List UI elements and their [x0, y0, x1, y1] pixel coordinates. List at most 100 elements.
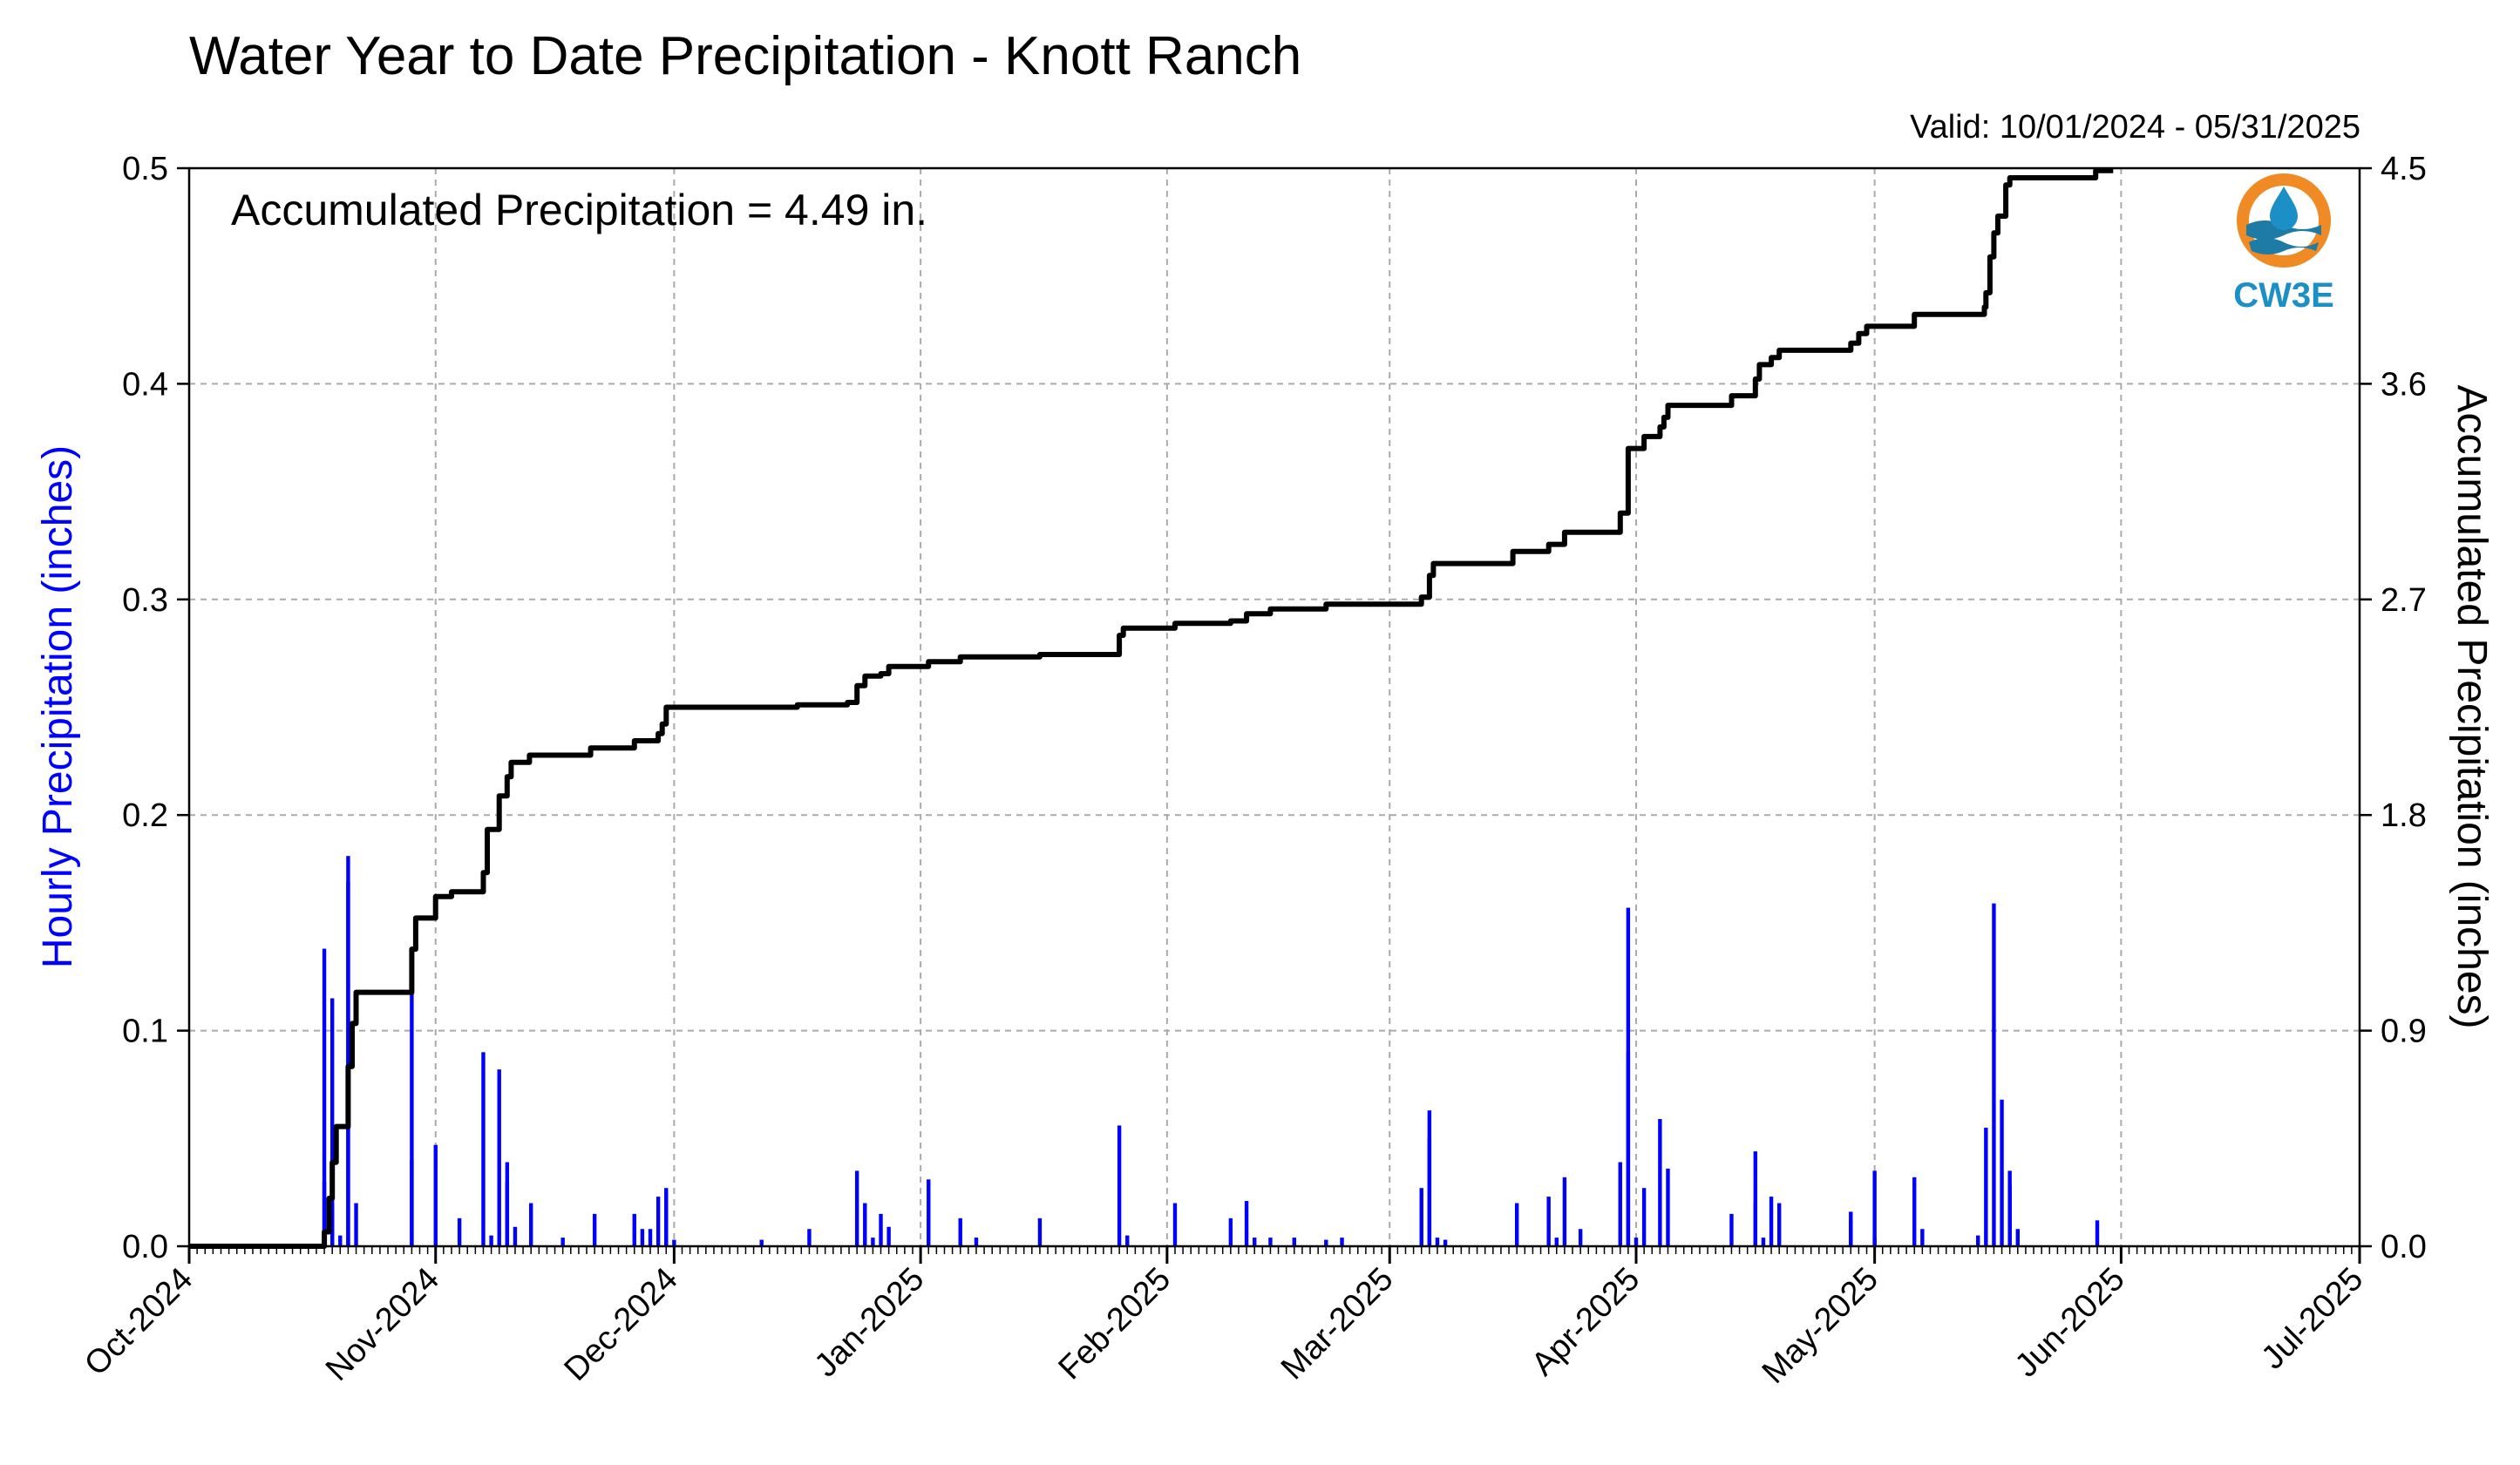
logo-text: CW3E	[2233, 276, 2334, 315]
hourly-precip-bar	[2095, 1220, 2100, 1246]
hourly-precip-bar	[1769, 1197, 1774, 1246]
hourly-precip-bar	[974, 1238, 979, 1246]
accumulated-precipitation-line	[189, 167, 2114, 1249]
hourly-precipitation-bars	[322, 856, 2100, 1246]
hourly-precip-bar	[1729, 1213, 1734, 1246]
hourly-precip-bar	[1984, 1127, 1988, 1246]
hourly-precip-bar	[871, 1238, 875, 1246]
hourly-precip-bar	[1443, 1239, 1448, 1246]
hourly-precip-bar	[886, 1226, 891, 1246]
y-tick-label-right: 4.5	[2381, 151, 2427, 187]
hourly-precip-bar	[1872, 1170, 1877, 1246]
hourly-precip-bar	[664, 1192, 669, 1246]
hourly-precip-bar	[1753, 1151, 1758, 1246]
logo-waves-icon	[2246, 220, 2321, 254]
hourly-precip-bar	[1228, 1217, 1233, 1246]
y-tick-label-left: 0.0	[122, 1229, 168, 1265]
y-axis-label-left: Hourly Precipitation (inches)	[35, 445, 81, 968]
hourly-precip-bar	[1268, 1238, 1273, 1246]
chart-title: Water Year to Date Precipitation - Knott…	[189, 26, 1301, 86]
valid-range-label: Valid: 10/01/2024 - 05/31/2025	[1910, 109, 2360, 146]
hourly-precip-bar	[1244, 1201, 1249, 1246]
hourly-precip-bar	[322, 948, 327, 1246]
logo-drop-icon	[2270, 187, 2298, 230]
hourly-precip-bar	[513, 1226, 518, 1246]
hourly-precip-bar	[1666, 1168, 1670, 1246]
hourly-precip-bar	[1992, 903, 1996, 1246]
hourly-precip-bar	[1849, 1220, 1853, 1246]
hourly-precip-bar	[879, 1213, 883, 1246]
hourly-precip-bar	[410, 987, 414, 1246]
hourly-precip-bar	[759, 1239, 764, 1246]
hourly-precip-bar	[1427, 1138, 1432, 1246]
accumulated-total-annotation: Accumulated Precipitation = 4.49 in.	[231, 186, 927, 234]
hourly-precip-bar	[354, 1203, 358, 1246]
hourly-precip-bar	[1634, 1238, 1639, 1246]
hourly-precip-bar	[2015, 1229, 2021, 1246]
hourly-precip-bar	[1125, 1235, 1130, 1246]
hourly-precip-bar	[1920, 1229, 1925, 1246]
hourly-precip-bar	[1626, 1052, 1631, 1246]
hourly-precip-bar	[329, 998, 335, 1246]
y-tick-label-right: 0.0	[2381, 1229, 2427, 1265]
hourly-precip-bar	[346, 856, 350, 1246]
hourly-precip-bar	[958, 1217, 962, 1246]
hourly-precip-bar	[1172, 1203, 1178, 1246]
y-tick-label-left: 0.4	[122, 366, 168, 403]
axis-ticks	[177, 166, 2372, 1264]
hourly-precip-bar	[1776, 1203, 1782, 1246]
hourly-precip-bar	[497, 1069, 501, 1246]
hourly-precip-bar	[329, 1203, 335, 1246]
hourly-precip-bar	[592, 1213, 597, 1246]
hourly-precip-bar	[433, 1144, 438, 1246]
hourly-precip-bar	[640, 1229, 645, 1246]
hourly-precip-bar	[1554, 1238, 1559, 1246]
hourly-precip-bar	[1324, 1239, 1328, 1246]
y-tick-label-right: 0.9	[2381, 1014, 2427, 1050]
hourly-precip-bar	[927, 1179, 931, 1246]
hourly-precip-bar	[1546, 1197, 1551, 1246]
hourly-precip-bar	[1419, 1188, 1423, 1246]
y-tick-label-right: 2.7	[2381, 582, 2427, 619]
hourly-precip-bar	[1618, 1162, 1622, 1246]
hourly-precip-bar	[410, 1160, 414, 1246]
hourly-precip-bar	[648, 1229, 653, 1246]
hourly-precip-bar	[1641, 1188, 1647, 1246]
hourly-precip-bar	[1753, 1203, 1758, 1246]
cw3e-logo: CW3E	[2233, 173, 2334, 315]
y-axis-label-right: Accumulated Precipitation (inches)	[2449, 384, 2495, 1028]
hourly-precip-bar	[1117, 1125, 1122, 1246]
hourly-precip-bar	[338, 1235, 343, 1246]
hourly-precip-bar	[2007, 1185, 2012, 1246]
hourly-precip-bar	[457, 1217, 462, 1246]
hourly-precip-bar	[632, 1213, 636, 1246]
hourly-precip-bar	[672, 1239, 676, 1246]
hourly-precip-bar	[807, 1229, 812, 1246]
hourly-precip-bar	[1514, 1203, 1519, 1246]
y-tick-label-left: 0.3	[122, 582, 168, 619]
plot-frame	[187, 166, 2361, 1248]
hourly-precip-bar	[481, 1052, 486, 1246]
hourly-precip-bar	[1435, 1238, 1440, 1246]
y-tick-label-left: 0.2	[122, 797, 168, 834]
hourly-precip-bar	[560, 1238, 565, 1246]
hourly-precip-bar	[1037, 1217, 1043, 1246]
y-tick-label-right: 1.8	[2381, 797, 2427, 834]
y-tick-label-right: 3.6	[2381, 366, 2427, 403]
hourly-precip-bar	[1975, 1235, 1980, 1246]
logo-ring-icon	[2237, 173, 2331, 268]
hourly-precip-bar	[854, 1170, 859, 1246]
hourly-precip-bar	[1562, 1177, 1567, 1246]
hourly-precip-bar	[1578, 1229, 1583, 1246]
hourly-precip-bar	[863, 1203, 867, 1246]
hourly-precip-bar	[655, 1197, 661, 1246]
hourly-precip-bar	[2000, 1099, 2004, 1246]
accumulated-precip-line	[189, 167, 2114, 1249]
hourly-precip-bar	[489, 1235, 493, 1246]
hourly-precip-bar	[1292, 1238, 1297, 1246]
hourly-precip-bar	[1658, 1119, 1662, 1246]
hourly-precip-bar	[505, 1181, 510, 1246]
hourly-precip-bar	[528, 1203, 533, 1246]
